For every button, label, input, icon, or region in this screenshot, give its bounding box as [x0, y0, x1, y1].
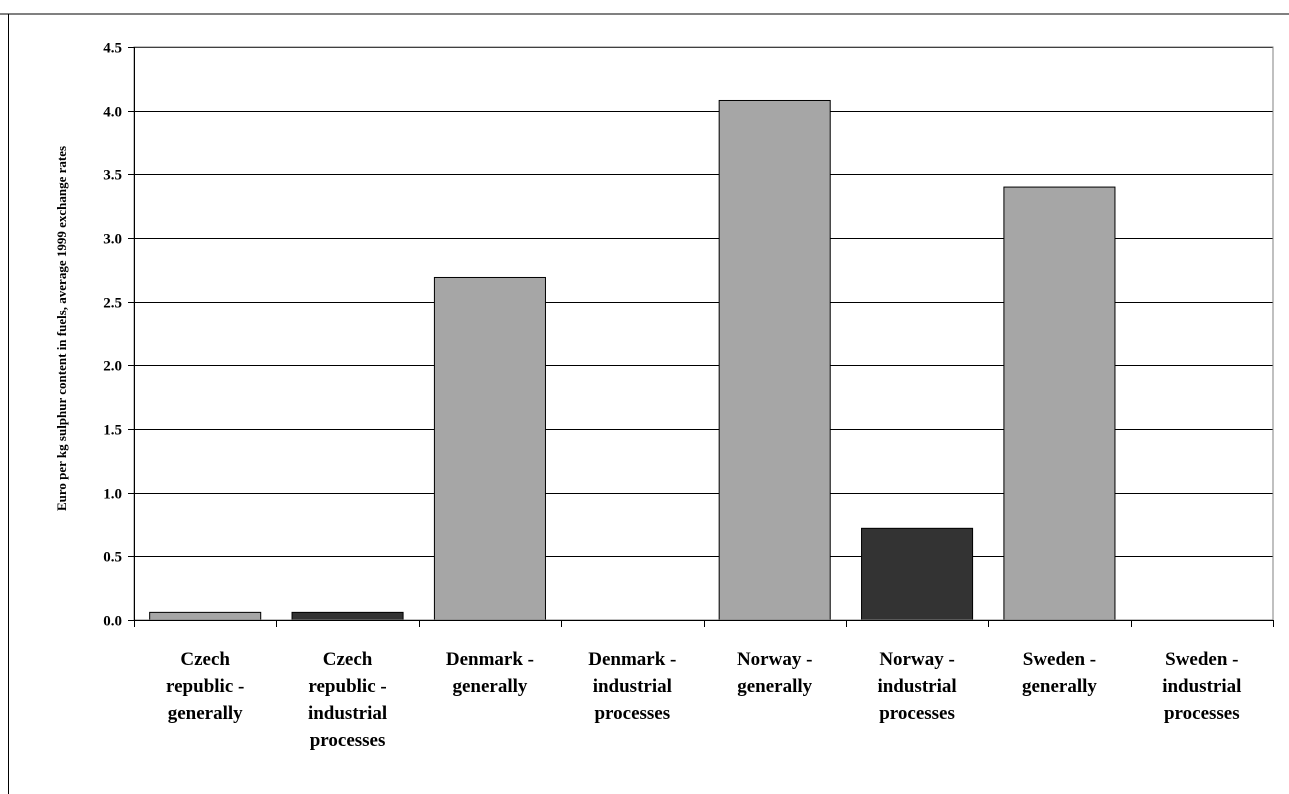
y-tick-label: 0.0 — [103, 614, 122, 630]
bar — [291, 611, 404, 621]
bars — [149, 99, 1116, 621]
y-tick-label: 3.5 — [103, 168, 122, 184]
x-category-label-line: processes — [594, 703, 670, 724]
y-tick-label: 3.0 — [103, 232, 122, 248]
y-tick-label: 0.5 — [103, 550, 122, 566]
y-tick-label: 1.5 — [103, 423, 122, 439]
x-category-label-line: Norway - — [737, 649, 812, 670]
x-category-label-line: Sweden - — [1023, 649, 1096, 670]
x-category-label: Sweden - industrial processes — [1162, 649, 1241, 724]
y-axis-label: Euro per kg sulphur content in fuels, av… — [54, 146, 69, 511]
y-tick-label: 4.5 — [103, 41, 122, 57]
x-category-label-line: Sweden - — [1165, 649, 1238, 670]
x-category-label-line: processes — [879, 703, 955, 724]
x-category-label-line: industrial — [877, 676, 956, 697]
x-category-label-line: Norway - — [879, 649, 954, 670]
x-category-label-line: industrial — [1162, 676, 1241, 697]
x-category-label-line: republic - — [166, 676, 244, 697]
bar — [718, 99, 831, 621]
bar — [433, 276, 546, 621]
x-category-label-line: Denmark - — [446, 649, 534, 670]
x-category-label-line: processes — [1164, 703, 1240, 724]
y-tick-label: 1.0 — [103, 487, 122, 503]
x-category-label: Sweden - generally — [1022, 649, 1097, 697]
x-category-label-line: republic - — [308, 676, 386, 697]
y-tick-label: 4.0 — [103, 105, 122, 121]
x-category-label: Czech republic - industrial processes — [308, 649, 387, 751]
x-category-label-line: generally — [168, 703, 243, 724]
bar — [1003, 186, 1116, 621]
x-category-label: Denmark - generally — [446, 649, 534, 697]
x-category-label-line: Czech — [323, 649, 373, 670]
x-category-label-line: industrial — [308, 703, 387, 724]
y-tick-labels: 0.0 0.5 1.0 1.5 2.0 2.5 3.0 3.5 4.0 4.5 — [103, 41, 122, 630]
x-category-labels: Czech republic - generally Czech republic - i… — [166, 649, 1241, 751]
x-category-label: Norway - generally — [737, 649, 813, 697]
bar — [861, 527, 974, 621]
x-category-label: Czech republic - generally — [166, 649, 244, 724]
x-category-label-line: generally — [737, 676, 812, 697]
x-category-label-line: processes — [310, 730, 386, 751]
x-category-label-line: industrial — [593, 676, 672, 697]
x-category-label-line: Denmark - — [588, 649, 676, 670]
bar — [149, 611, 262, 621]
x-category-label-line: generally — [452, 676, 527, 697]
axes — [0, 13, 1289, 794]
x-category-label-line: Czech — [180, 649, 230, 670]
y-tick-label: 2.0 — [103, 359, 122, 375]
x-category-label: Norway - industrial processes — [877, 649, 956, 724]
x-category-label: Denmark - industrial processes — [588, 649, 676, 724]
x-category-label-line: generally — [1022, 676, 1097, 697]
y-tick-label: 2.5 — [103, 296, 122, 312]
